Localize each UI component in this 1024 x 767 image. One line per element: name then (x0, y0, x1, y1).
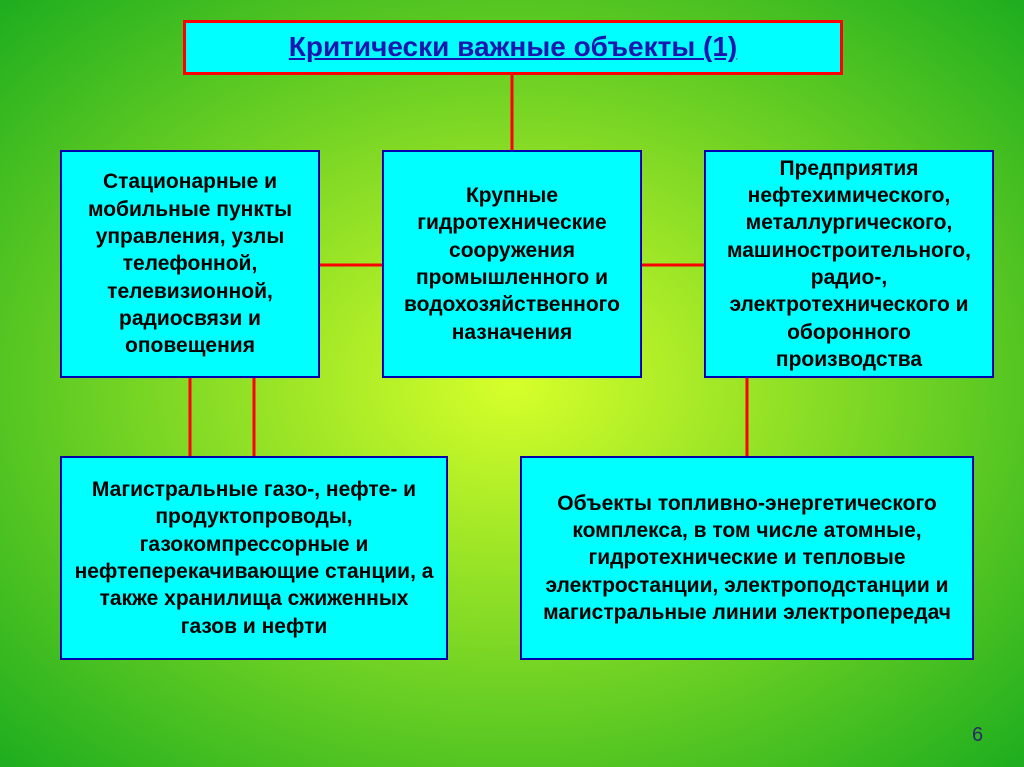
node-n2: Крупные гидротехнические сооружения пром… (382, 150, 642, 378)
node-n4: Магистральные газо-, нефте- и продуктопр… (60, 456, 448, 660)
node-n5: Объекты топливно-энергетического комплек… (520, 456, 974, 660)
slide-canvas: Критически важные объекты (1) Стационарн… (0, 0, 1024, 767)
diagram-title-text: Критически важные объекты (1) (289, 29, 737, 65)
node-n1: Стационарные и мобильные пункты управлен… (60, 150, 320, 378)
diagram-title: Критически важные объекты (1) (183, 20, 843, 75)
page-number: 6 (972, 724, 983, 747)
node-n3: Предприятия нефтехимического, металлурги… (704, 150, 994, 378)
